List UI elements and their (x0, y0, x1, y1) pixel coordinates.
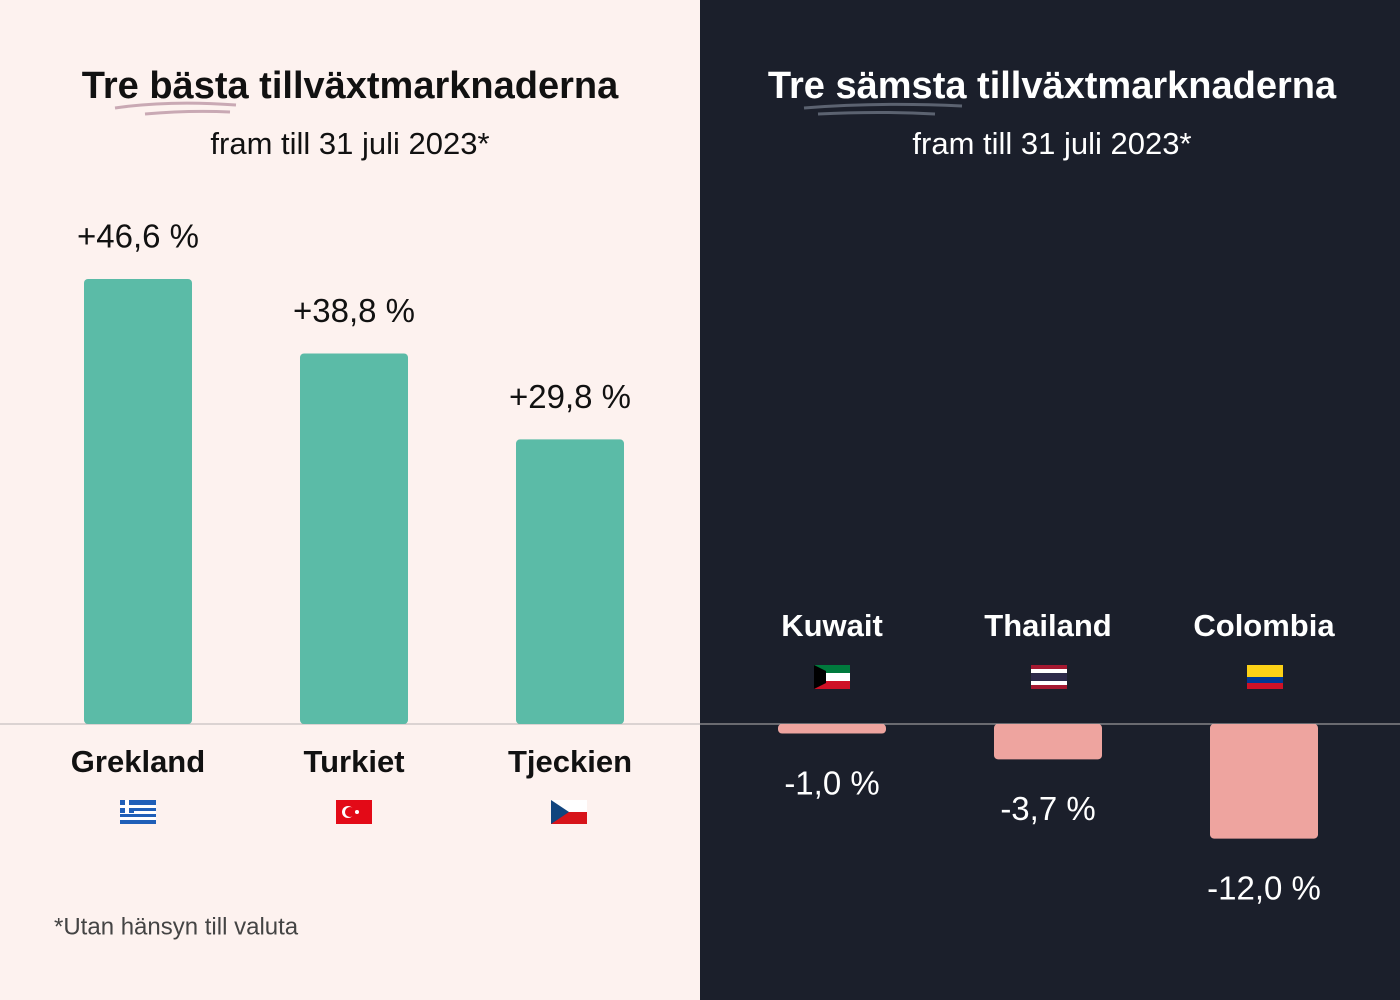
value-label: +38,8 % (293, 292, 415, 329)
flag-turkey (336, 800, 372, 824)
bar (1210, 724, 1318, 839)
chart-title: Tre sämsta tillväxtmarknaderna (768, 65, 1337, 107)
bar (778, 724, 886, 734)
scribble (114, 101, 237, 116)
category-label: Grekland (71, 744, 205, 779)
value-label: -1,0 % (784, 764, 879, 801)
category-label: Turkiet (303, 744, 404, 779)
chart-subtitle: fram till 31 juli 2023* (210, 126, 489, 161)
value-label: -3,7 % (1000, 790, 1095, 827)
value-label: +46,6 % (77, 218, 199, 255)
flag-czechia (551, 800, 587, 824)
bar (516, 439, 624, 724)
chart-title: Tre bästa tillväxtmarknaderna (82, 65, 619, 107)
category-label: Kuwait (781, 608, 883, 643)
bar (300, 353, 408, 724)
value-label: +29,8 % (509, 378, 631, 415)
flag-colombia (1247, 665, 1283, 689)
category-label: Colombia (1193, 608, 1335, 643)
category-label: Tjeckien (508, 744, 632, 779)
flag-kuwait (814, 665, 850, 689)
bar (994, 724, 1102, 760)
bar (84, 278, 192, 724)
chart-subtitle: fram till 31 juli 2023* (912, 126, 1191, 161)
flag-greece (120, 800, 156, 824)
value-label: -12,0 % (1207, 869, 1321, 906)
footnote: *Utan hänsyn till valuta (54, 913, 299, 940)
flag-thailand (1031, 665, 1067, 689)
scribble (803, 102, 963, 116)
category-label: Thailand (984, 608, 1111, 643)
